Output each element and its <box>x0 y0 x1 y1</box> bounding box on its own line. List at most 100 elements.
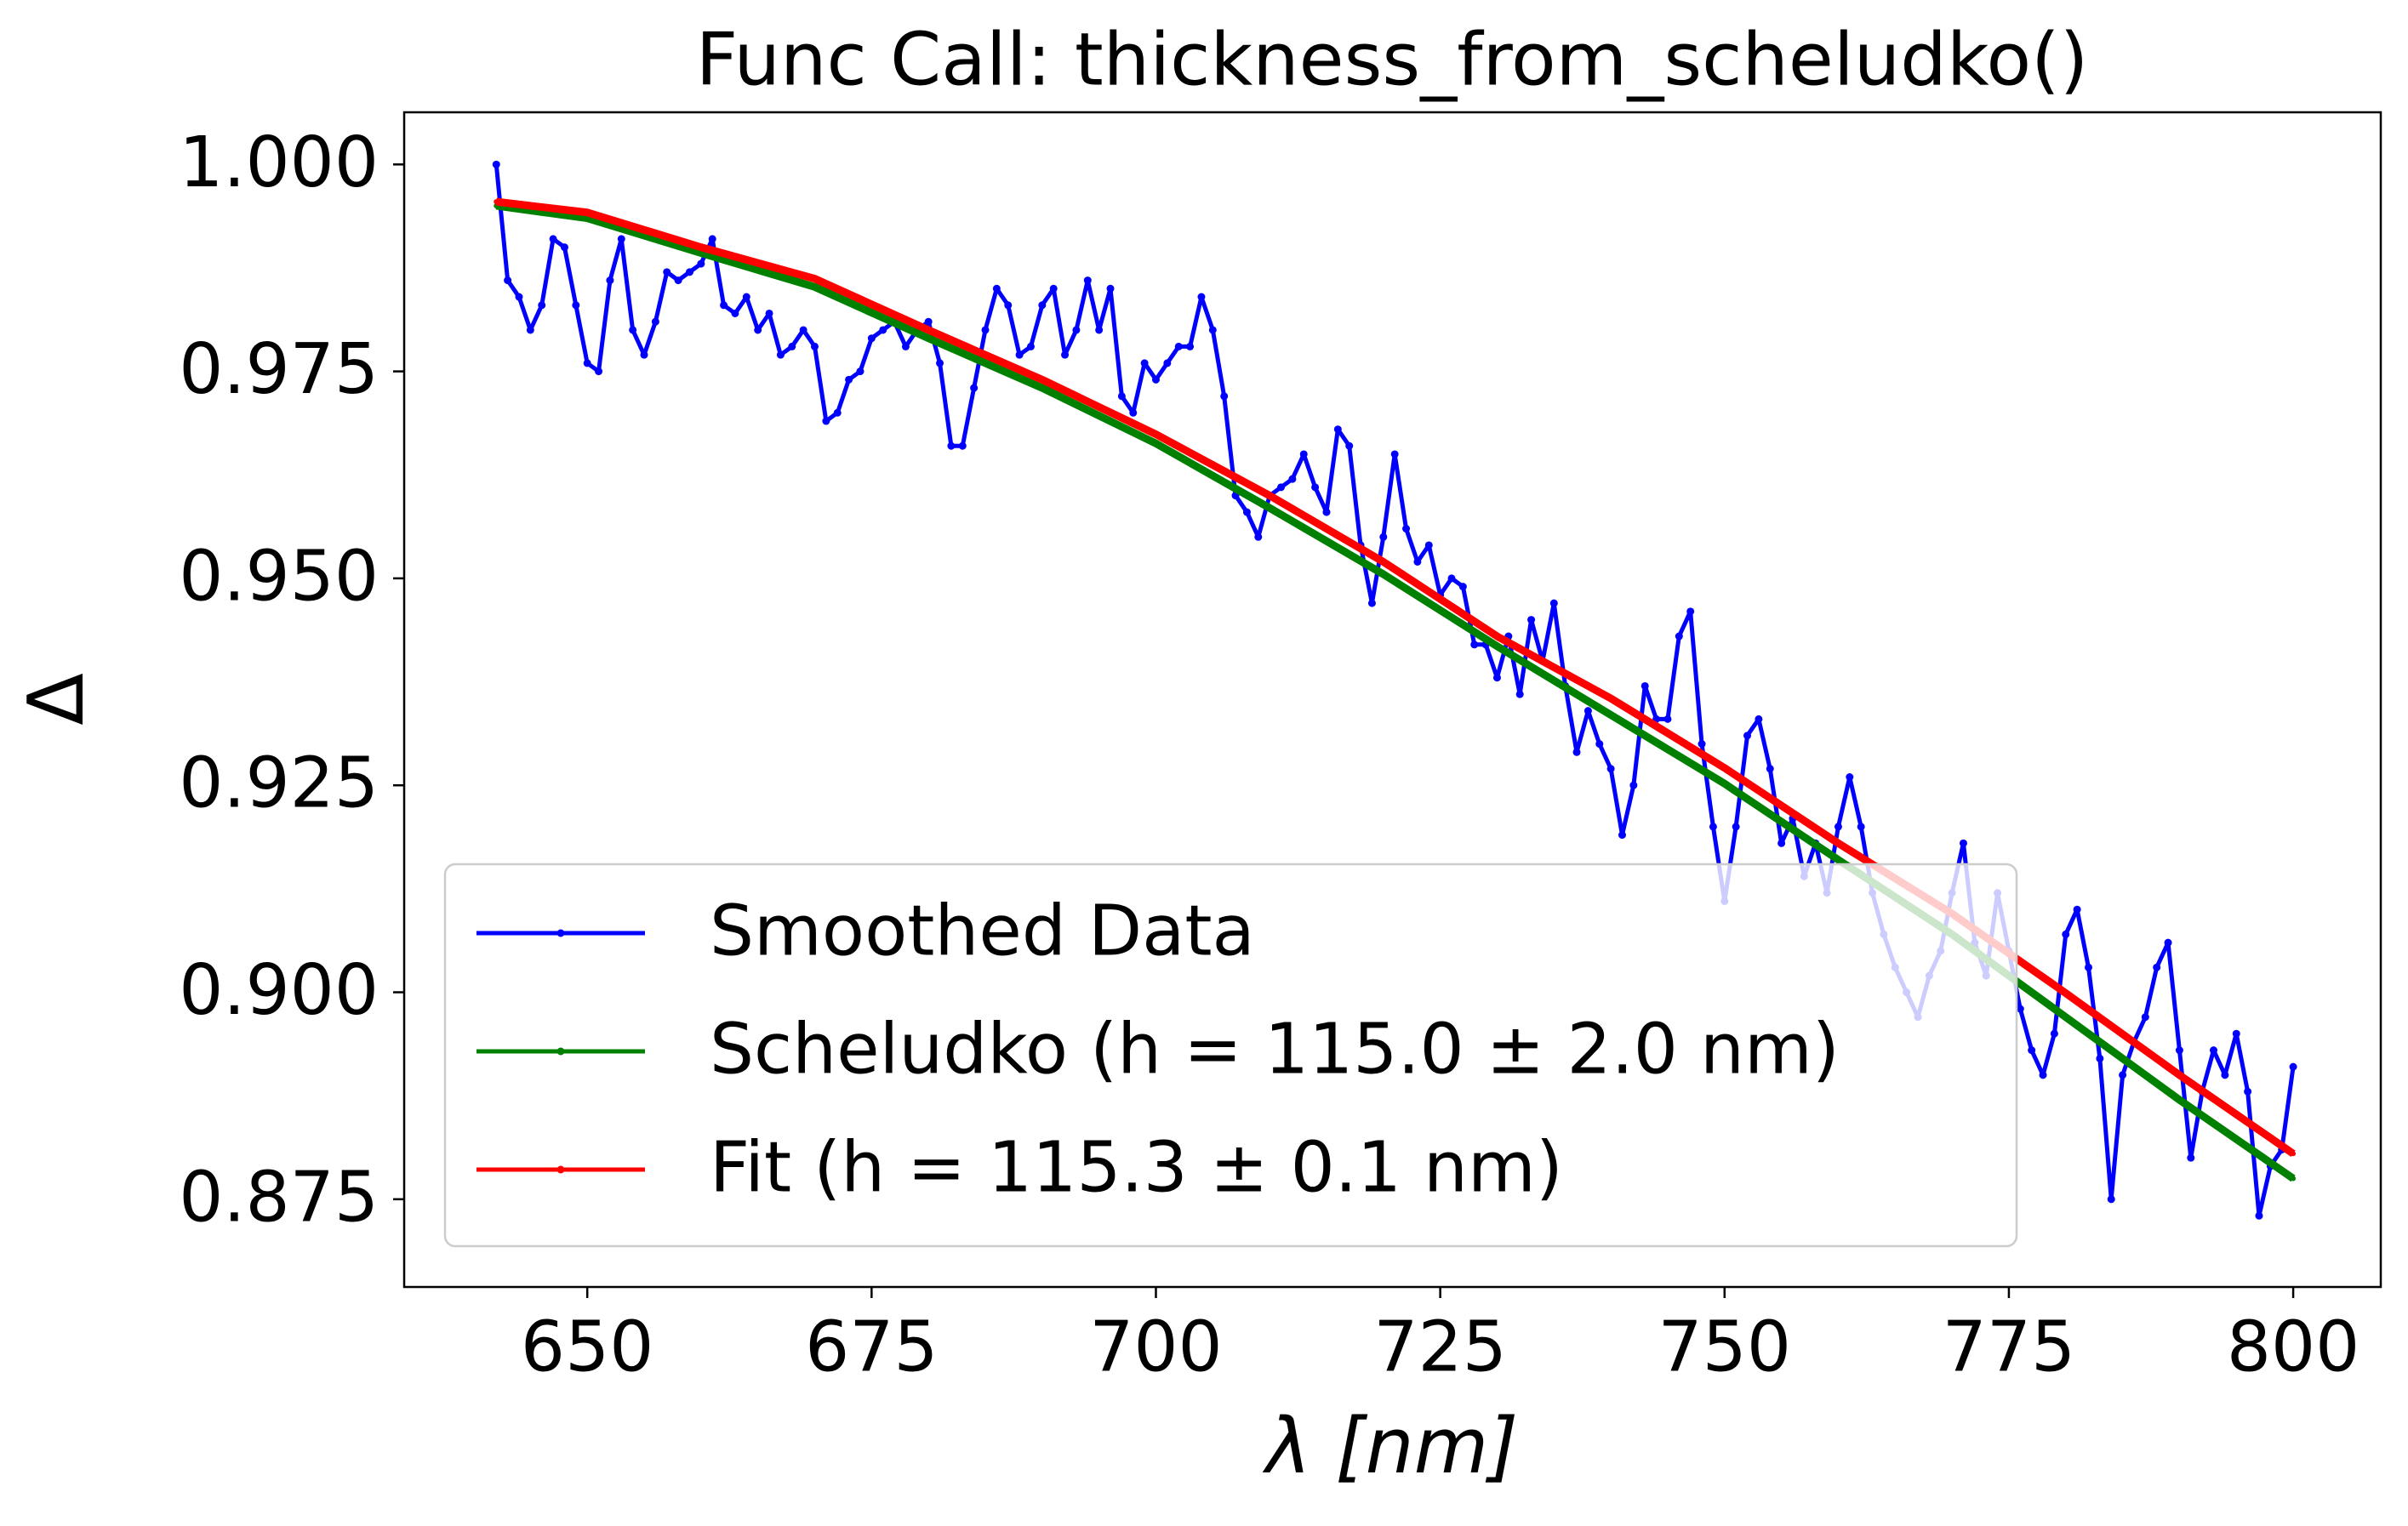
data-point <box>1049 284 1058 293</box>
data-point <box>1322 508 1331 516</box>
data-point <box>1470 641 1479 649</box>
y-tick-label: 0.950 <box>179 536 379 617</box>
data-point <box>822 417 830 425</box>
data-point <box>1208 326 1217 334</box>
data-point <box>720 301 728 310</box>
data-point <box>2177 1097 2183 1103</box>
data-point <box>2084 963 2092 971</box>
data-point <box>970 384 979 392</box>
data-point <box>617 235 625 243</box>
data-point <box>1608 712 1614 718</box>
data-point <box>2232 1029 2240 1038</box>
data-point <box>697 259 705 268</box>
data-point <box>2221 1071 2229 1079</box>
data-point <box>799 326 807 334</box>
data-point <box>776 350 785 359</box>
data-point <box>2028 1046 2036 1055</box>
x-tick-label: 650 <box>521 1307 654 1387</box>
data-point <box>811 342 819 350</box>
data-point <box>1709 823 1717 831</box>
data-point <box>1380 559 1386 565</box>
chart-title: Func Call: thickness_from_scheludko() <box>696 17 2089 102</box>
data-point <box>1777 839 1786 847</box>
data-point <box>2177 1072 2183 1078</box>
data-point <box>788 342 796 350</box>
data-point <box>1492 674 1501 682</box>
data-point <box>526 326 534 334</box>
data-point <box>1515 690 1524 698</box>
data-point <box>1288 475 1297 483</box>
data-point <box>1835 857 1841 863</box>
y-tick-label: 0.900 <box>179 950 379 1031</box>
data-point <box>1367 599 1376 607</box>
data-point <box>924 317 933 326</box>
data-point <box>2039 1071 2047 1079</box>
data-point <box>2153 963 2161 971</box>
data-point <box>2119 1071 2127 1079</box>
data-point <box>560 243 568 252</box>
data-point <box>812 276 818 282</box>
data-point <box>1527 616 1536 624</box>
data-point <box>1106 284 1115 293</box>
data-point <box>1026 342 1035 350</box>
data-point <box>2141 1013 2149 1022</box>
data-point <box>1311 483 1320 492</box>
legend-marker <box>556 929 565 937</box>
data-point <box>494 199 499 205</box>
data-point <box>2062 930 2070 938</box>
x-tick-label: 725 <box>1373 1307 1507 1387</box>
data-point <box>538 301 546 310</box>
data-point <box>1004 301 1013 310</box>
data-point <box>1834 823 1842 831</box>
data-point <box>1039 377 1045 383</box>
y-axis-label: Δ <box>12 673 101 726</box>
data-point <box>901 342 910 350</box>
data-point <box>492 160 500 168</box>
data-point <box>585 215 591 221</box>
axes-frame <box>402 111 2382 1289</box>
data-point <box>1072 326 1081 334</box>
data-point <box>812 284 818 290</box>
data-point <box>1663 715 1672 723</box>
data-point <box>1686 607 1695 616</box>
data-point <box>879 326 887 334</box>
y-tick-label: 1.000 <box>179 122 379 203</box>
data-point <box>2164 938 2172 947</box>
data-point <box>1039 385 1045 391</box>
data-point <box>1299 450 1308 458</box>
data-point <box>595 367 603 376</box>
data-point <box>1608 696 1614 702</box>
data-point <box>629 326 637 334</box>
data-point <box>2244 1087 2252 1096</box>
data-point <box>1061 350 1070 359</box>
data-point <box>1390 450 1399 458</box>
data-point <box>2096 1054 2104 1062</box>
data-point <box>2210 1046 2218 1055</box>
y-tick-label: 0.975 <box>179 329 379 410</box>
data-point <box>1380 572 1386 578</box>
legend: Smoothed Data Scheludko (h = 115.0 ± 2.0 … <box>443 863 2018 1248</box>
data-point <box>2289 1062 2297 1071</box>
data-point <box>926 327 932 333</box>
data-point <box>2175 1046 2183 1055</box>
data-point <box>947 441 956 450</box>
data-point <box>1494 634 1500 640</box>
data-point <box>663 268 671 276</box>
data-point <box>572 301 580 310</box>
legend-label: Fit (h = 115.3 ± 0.1 nm) <box>710 1127 1563 1208</box>
data-point <box>1277 483 1286 492</box>
data-point <box>1641 681 1649 690</box>
data-point <box>1242 508 1251 516</box>
legend-marker <box>556 1165 565 1174</box>
data-point <box>1129 408 1138 417</box>
data-point <box>1186 342 1195 350</box>
data-point <box>640 350 648 359</box>
x-tick-label: 775 <box>1943 1307 2076 1387</box>
data-point <box>1494 643 1500 649</box>
data-point <box>1606 765 1615 773</box>
data-point <box>1618 831 1626 840</box>
data-point <box>1846 772 1854 781</box>
data-point <box>1333 425 1342 434</box>
data-point <box>1721 765 1727 771</box>
